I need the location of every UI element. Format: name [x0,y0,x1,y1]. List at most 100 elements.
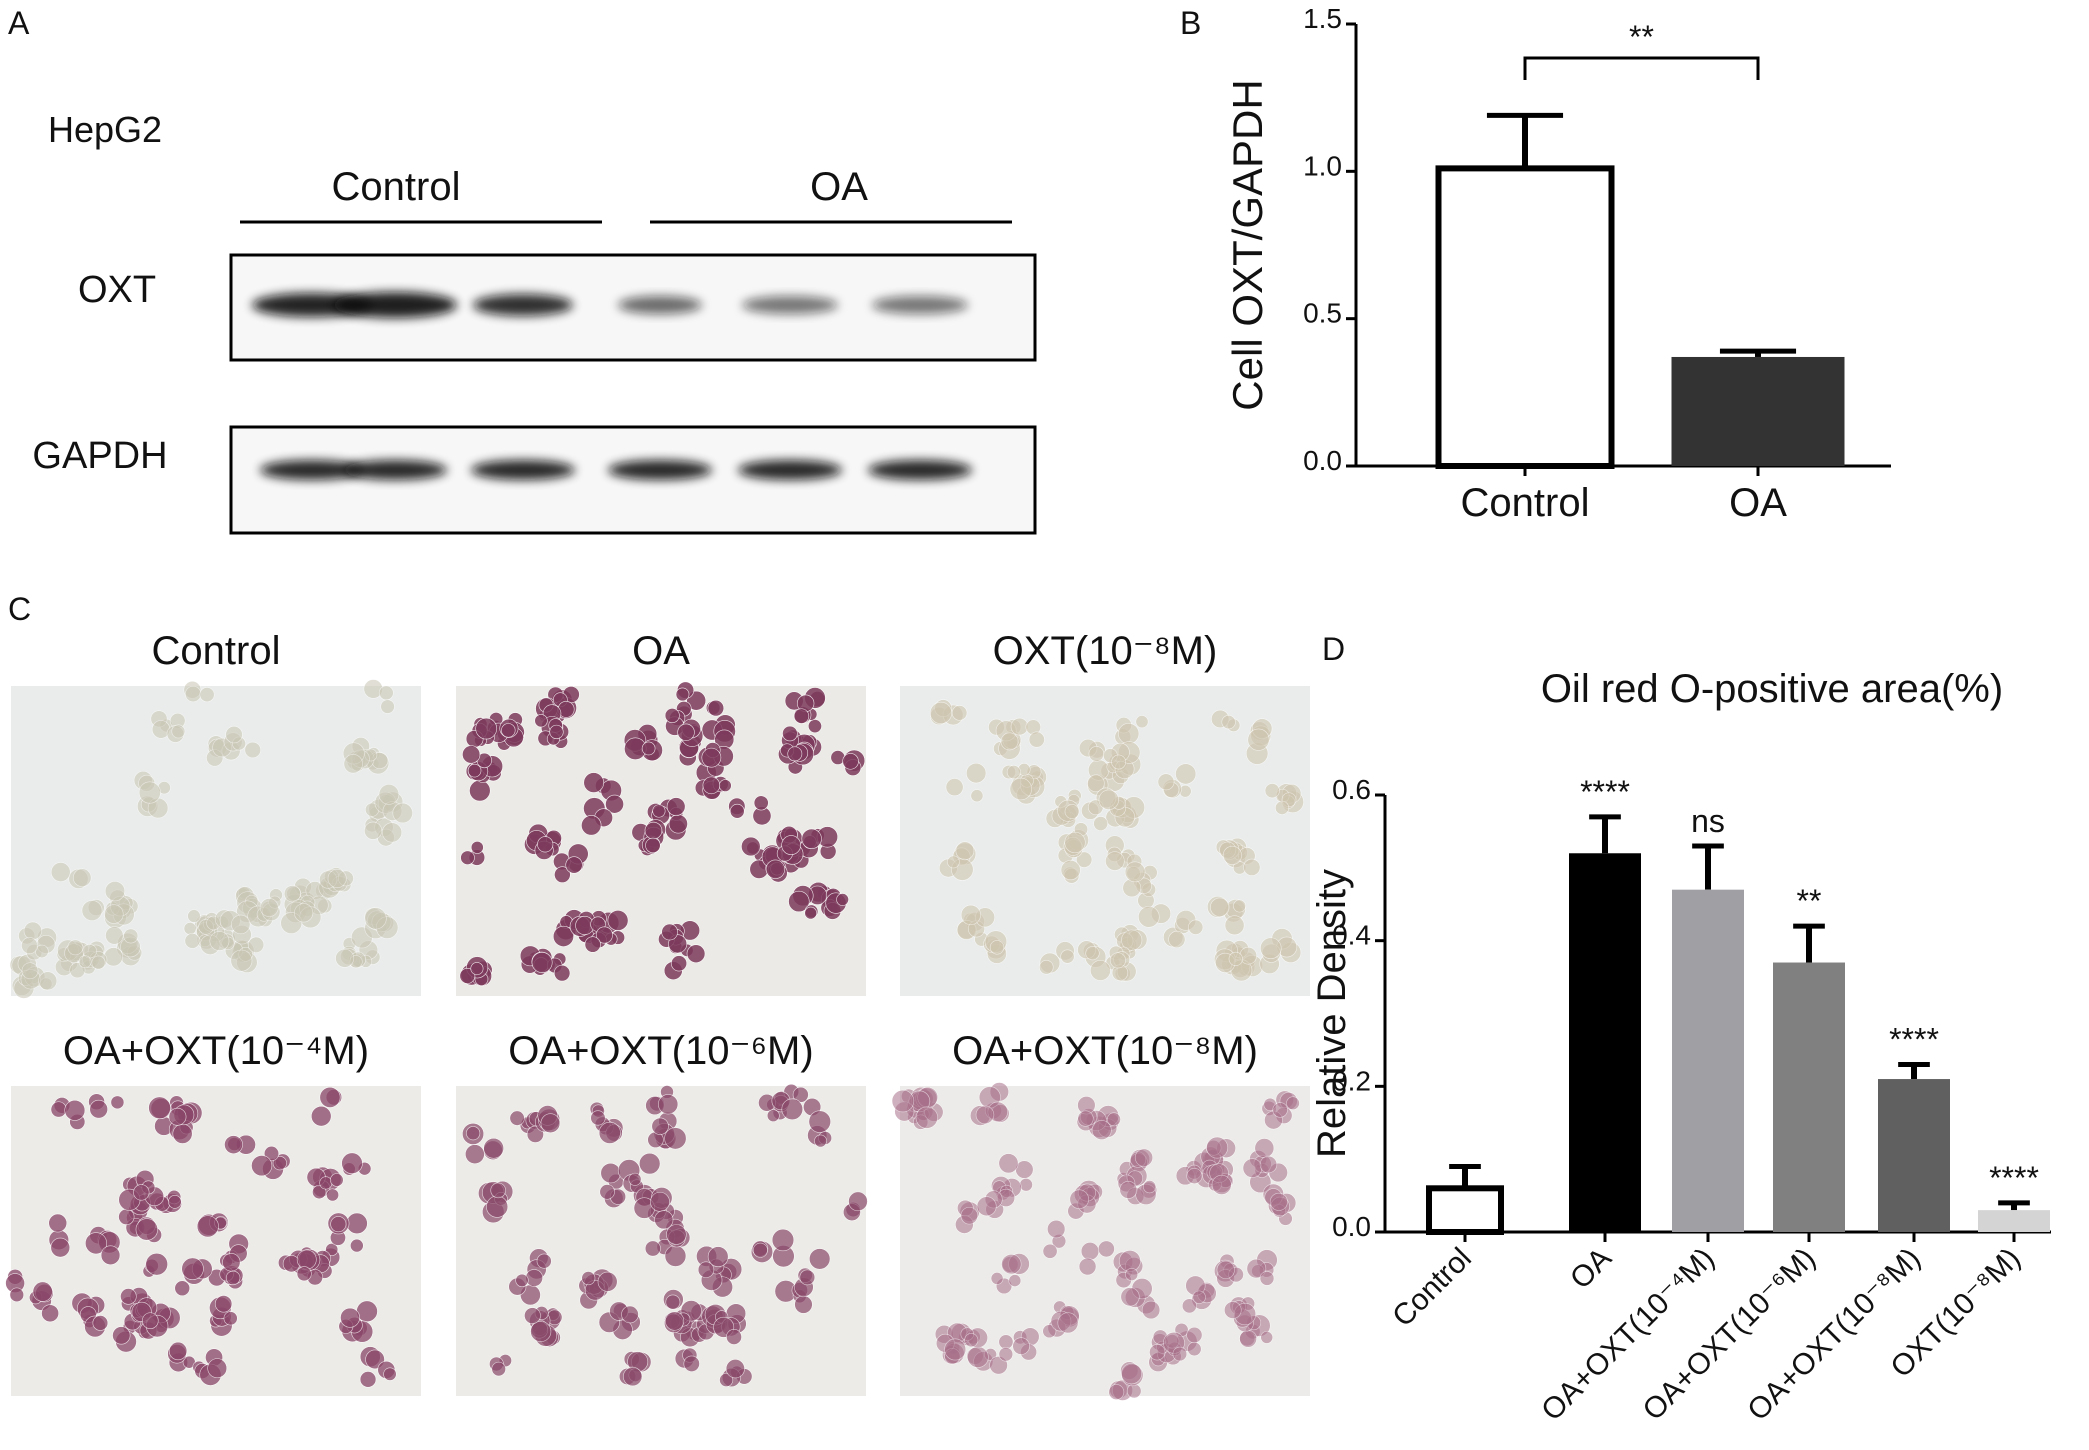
cell [970,789,984,803]
cell [110,1095,125,1110]
cell [1119,1180,1138,1199]
image-label: Control [152,629,281,673]
cell [1010,717,1029,736]
cell [1188,919,1204,935]
image-label: OA+OXT(10⁻⁸M) [952,1029,1258,1073]
cell [1098,789,1119,810]
cell [475,717,498,740]
cell [793,708,810,724]
cell [207,1358,228,1379]
band [742,296,838,314]
cell [1233,899,1247,913]
y-tick-label: 1.0 [1303,150,1342,181]
cell [1088,746,1105,762]
cell [1126,1383,1142,1399]
cell [644,1240,661,1257]
cell [666,797,686,816]
cell [524,1307,541,1325]
cell [1168,930,1186,949]
cell [1274,800,1290,815]
cell [64,1099,86,1121]
cell [470,962,484,976]
blot [229,253,1037,535]
cell [645,837,661,854]
protein-label: OXT [78,269,156,311]
cell [185,685,202,703]
cell [1078,1257,1097,1276]
cell [509,1110,525,1126]
cell [1269,1192,1288,1211]
cell [1111,754,1127,770]
group-label: OA [810,165,868,209]
cell [515,1273,529,1288]
cell [990,1272,1004,1285]
cell [142,1312,159,1329]
y-tick-label: 1.5 [1303,3,1342,34]
cell [707,699,725,717]
cell [244,741,261,759]
band [868,460,972,480]
cell [1247,728,1270,751]
cell [469,779,491,802]
x-tick-label: Control [1461,481,1590,525]
cell [726,1329,742,1345]
cell [470,840,484,854]
cell [48,1213,68,1233]
cell [327,869,347,889]
cell [38,971,58,991]
band [473,294,573,316]
cell [343,754,363,774]
cell [259,898,279,917]
cell [599,1184,615,1200]
cell [628,1172,642,1186]
cell [223,1311,238,1326]
cell [644,821,663,840]
cell [340,1307,360,1328]
cell [808,1110,832,1133]
cell [719,779,732,792]
cell [382,822,403,843]
cell [490,1182,506,1199]
cell [1210,897,1230,917]
cell [595,926,613,944]
cell [1216,1260,1235,1279]
cell [964,1333,979,1348]
cell [312,1184,327,1200]
cell [661,923,678,941]
cell [1149,1344,1166,1361]
cell [1135,715,1149,729]
cell [50,1237,71,1258]
cell [565,856,583,874]
cell [540,1113,561,1134]
cell [707,1246,729,1267]
band [872,296,968,314]
cell [50,1101,67,1118]
cell [383,1367,397,1381]
cell [1077,1110,1094,1127]
cell [1001,1253,1022,1275]
cell [168,1341,188,1361]
cell [1008,1274,1022,1287]
cell [1246,1258,1267,1279]
cell [665,1294,681,1310]
cell [1087,774,1105,793]
bracket [1523,56,1760,80]
cell [1224,915,1245,936]
cell [1221,714,1236,730]
band [343,460,447,480]
cell [168,1195,182,1209]
significance: **** [1580,774,1630,810]
cell [583,772,605,793]
cell [214,1295,233,1313]
cell [81,900,103,921]
cell [148,1096,171,1120]
cell [597,1271,618,1292]
cell [231,914,251,935]
cell [72,868,92,887]
blot-frame [229,425,1037,535]
cell [1107,1112,1121,1127]
cell [842,753,859,770]
cell [794,1295,813,1314]
cell [621,1305,639,1324]
cell [701,747,722,768]
